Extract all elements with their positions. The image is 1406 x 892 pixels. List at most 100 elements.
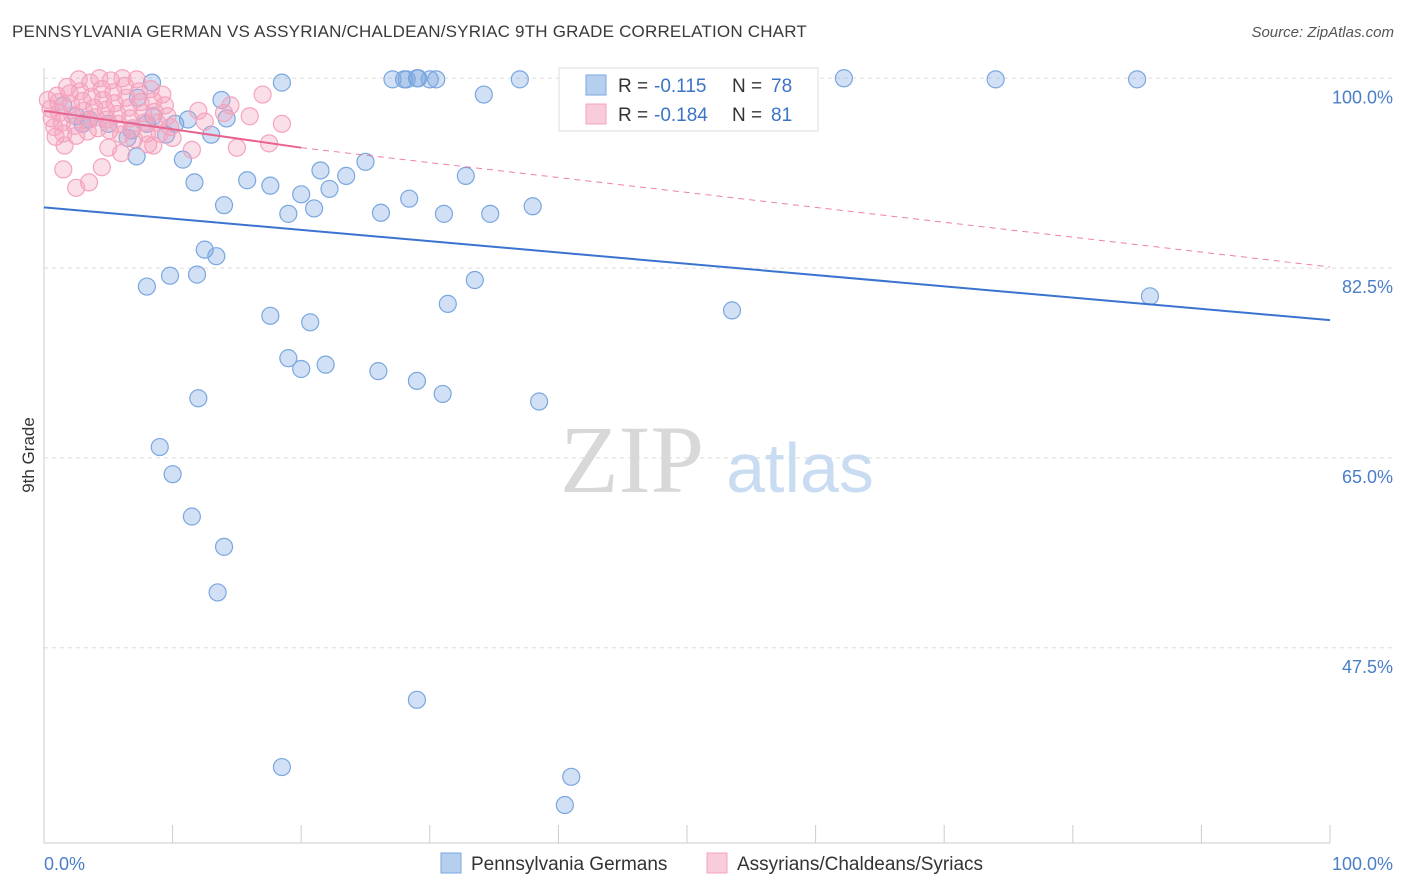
- point-pennsylvania-germans: [127, 147, 146, 166]
- point-pennsylvania-germans: [137, 277, 156, 296]
- legend-n-value: 78: [771, 76, 792, 97]
- point-assyrians: [155, 96, 174, 115]
- legend: R = -0.115 N = 78 R = -0.184 N = 81 Pennsylvania…: [440, 67, 983, 875]
- point-assyrians: [82, 87, 101, 106]
- point-pennsylvania-germans: [142, 73, 162, 92]
- point-pennsylvania-germans: [530, 392, 549, 411]
- point-pennsylvania-germans: [420, 70, 439, 89]
- point-pennsylvania-germans: [369, 362, 388, 381]
- y-tick-label: 65.0%: [1342, 467, 1393, 487]
- legend-swatch: [585, 74, 607, 96]
- point-assyrians: [127, 70, 146, 89]
- point-pennsylvania-germans: [356, 152, 375, 171]
- point-pennsylvania-germans: [187, 265, 207, 284]
- point-pennsylvania-germans: [371, 203, 391, 222]
- point-pennsylvania-germans: [189, 389, 208, 408]
- point-pennsylvania-germans: [311, 161, 330, 180]
- point-pennsylvania-germans: [474, 85, 493, 104]
- point-assyrians: [73, 91, 92, 111]
- point-pennsylvania-germans: [465, 270, 484, 290]
- point-pennsylvania-germans: [986, 70, 1005, 89]
- point-assyrians: [92, 158, 111, 177]
- y-axis-title: 9th Grade: [19, 417, 38, 493]
- point-assyrians: [78, 122, 97, 141]
- point-pennsylvania-germans: [160, 266, 180, 285]
- point-pennsylvania-germans: [150, 437, 169, 457]
- point-assyrians: [163, 128, 182, 148]
- point-assyrians: [158, 107, 177, 126]
- x-tick-label: 0.0%: [44, 854, 85, 874]
- legend-r-value: -0.184: [654, 105, 708, 126]
- point-pennsylvania-germans: [182, 507, 201, 526]
- point-assyrians: [54, 160, 73, 179]
- point-pennsylvania-germans: [834, 69, 853, 88]
- trend-lines: [43, 109, 1331, 322]
- point-assyrians: [195, 112, 214, 131]
- point-pennsylvania-germans: [214, 537, 234, 556]
- watermark-zip: ZIP: [560, 406, 704, 513]
- legend-n-label: N =: [732, 105, 762, 126]
- point-assyrians: [240, 107, 259, 126]
- point-pennsylvania-germans: [555, 795, 574, 815]
- point-pennsylvania-germans: [481, 204, 500, 223]
- point-pennsylvania-germans: [434, 204, 454, 223]
- point-assyrians: [79, 173, 99, 192]
- point-assyrians: [153, 85, 172, 104]
- point-assyrians: [81, 73, 100, 92]
- point-pennsylvania-germans: [1140, 287, 1160, 306]
- point-pennsylvania-germans: [304, 199, 324, 218]
- point-assyrians: [272, 114, 292, 133]
- trend-line-pennsylvania-germans: [43, 206, 1331, 322]
- watermark: ZIP atlas: [560, 406, 874, 513]
- point-assyrians: [253, 85, 272, 104]
- point-assyrians: [189, 101, 208, 120]
- point-assyrians: [112, 144, 131, 163]
- chart-source: Source: ZipAtlas.com: [1251, 24, 1394, 41]
- point-assyrians: [141, 80, 160, 99]
- point-pennsylvania-germans: [185, 173, 204, 192]
- point-pennsylvania-germans: [722, 301, 742, 320]
- point-assyrians: [227, 138, 246, 157]
- legend-r-label: R =: [618, 105, 648, 126]
- point-pennsylvania-germans: [195, 240, 214, 259]
- point-assyrians: [96, 100, 115, 119]
- axes: [43, 68, 1331, 844]
- axis-labels: 100.0% 82.5% 65.0% 47.5% 0.0% 100.0% 9th Grade: [19, 87, 1393, 874]
- point-pennsylvania-germans: [1127, 70, 1147, 89]
- y-tick-label: 100.0%: [1332, 87, 1393, 107]
- point-pennsylvania-germans: [163, 465, 182, 484]
- point-pennsylvania-germans: [261, 176, 280, 195]
- point-pennsylvania-germans: [523, 197, 542, 216]
- point-assyrians: [182, 140, 201, 159]
- point-pennsylvania-germans: [320, 179, 339, 199]
- point-assyrians: [221, 96, 240, 115]
- bottom-legend-label: Pennsylvania Germans: [471, 854, 667, 875]
- watermark-atlas: atlas: [726, 429, 874, 507]
- point-pennsylvania-germans: [214, 196, 234, 215]
- point-pennsylvania-germans: [207, 247, 226, 266]
- chart-title: PENNSYLVANIA GERMAN VS ASSYRIAN/CHALDEAN…: [12, 22, 807, 41]
- point-pennsylvania-germans: [407, 371, 427, 391]
- bottom-legend-swatch: [706, 852, 728, 874]
- legend-r-label: R =: [618, 76, 648, 97]
- point-pennsylvania-germans: [427, 70, 446, 89]
- grid-lines: [44, 77, 1392, 649]
- point-assyrians: [214, 103, 234, 123]
- point-pennsylvania-germans: [316, 355, 335, 374]
- bottom-legend-swatch: [440, 852, 462, 874]
- point-pennsylvania-germans: [272, 757, 292, 777]
- point-assyrians: [105, 94, 124, 113]
- x-tick-label: 100.0%: [1332, 854, 1393, 874]
- point-pennsylvania-germans: [438, 294, 457, 313]
- point-pennsylvania-germans: [301, 313, 320, 332]
- point-pennsylvania-germans: [400, 189, 419, 208]
- point-pennsylvania-germans: [279, 349, 298, 368]
- data-points: [38, 69, 1160, 815]
- point-pennsylvania-germans: [292, 359, 311, 379]
- point-pennsylvania-germans: [292, 185, 311, 204]
- point-assyrians: [101, 71, 120, 90]
- point-pennsylvania-germans: [279, 204, 298, 223]
- point-pennsylvania-germans: [337, 166, 356, 185]
- y-tick-label: 82.5%: [1342, 277, 1393, 297]
- bottom-legend-label: Assyrians/Chaldeans/Syriacs: [737, 854, 983, 875]
